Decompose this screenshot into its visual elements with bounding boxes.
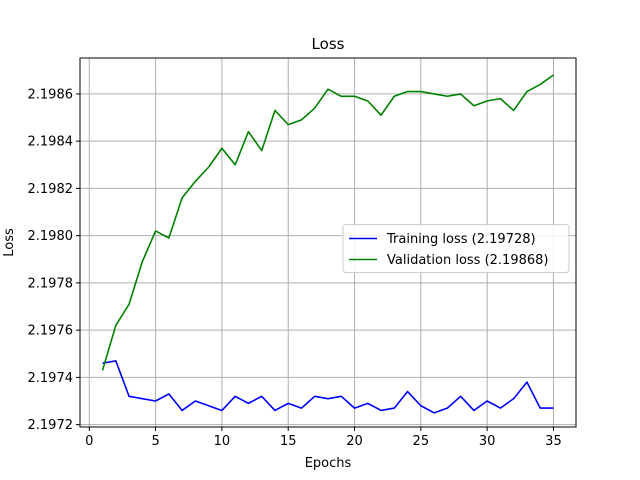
grid <box>80 58 576 427</box>
x-tick-label: 0 <box>85 434 93 449</box>
x-tick-label: 25 <box>413 434 430 449</box>
y-axis: 2.1972 2.1974 2.1976 2.1978 2.1980 2.1982 2.19… <box>28 87 80 433</box>
y-tick-label: 2.1984 <box>28 135 74 150</box>
legend-box <box>342 224 570 273</box>
x-tick-label: 5 <box>151 434 159 449</box>
y-tick-label: 2.1976 <box>28 324 74 339</box>
legend-label-1: Validation loss (2.19868) <box>387 253 548 268</box>
x-tick-label: 20 <box>346 434 363 449</box>
x-tick-label: 10 <box>214 434 231 449</box>
y-tick-label: 2.1986 <box>28 87 74 102</box>
x-axis: 0 5 10 15 20 25 30 35 <box>85 427 562 449</box>
x-axis-label: Epochs <box>305 456 352 471</box>
y-tick-label: 2.1974 <box>28 371 74 386</box>
plot-frame <box>79 57 577 428</box>
y-tick-label: 2.1978 <box>28 276 74 291</box>
series-line-1 <box>101 74 554 371</box>
y-tick-label: 2.1982 <box>28 182 74 197</box>
legend-label-0: Training loss (2.19728) <box>386 232 536 247</box>
series-layer <box>101 74 554 414</box>
x-tick-label: 15 <box>280 434 297 449</box>
x-tick-label: 30 <box>479 434 496 449</box>
legend: Training loss (2.19728) Validation loss (… <box>342 224 570 273</box>
y-tick-label: 2.1972 <box>28 418 74 433</box>
series-line-0 <box>102 360 554 414</box>
y-axis-label: Loss <box>2 228 17 257</box>
y-tick-label: 2.1980 <box>28 229 74 244</box>
x-tick-label: 35 <box>545 434 562 449</box>
chart-title: Loss <box>312 35 345 53</box>
